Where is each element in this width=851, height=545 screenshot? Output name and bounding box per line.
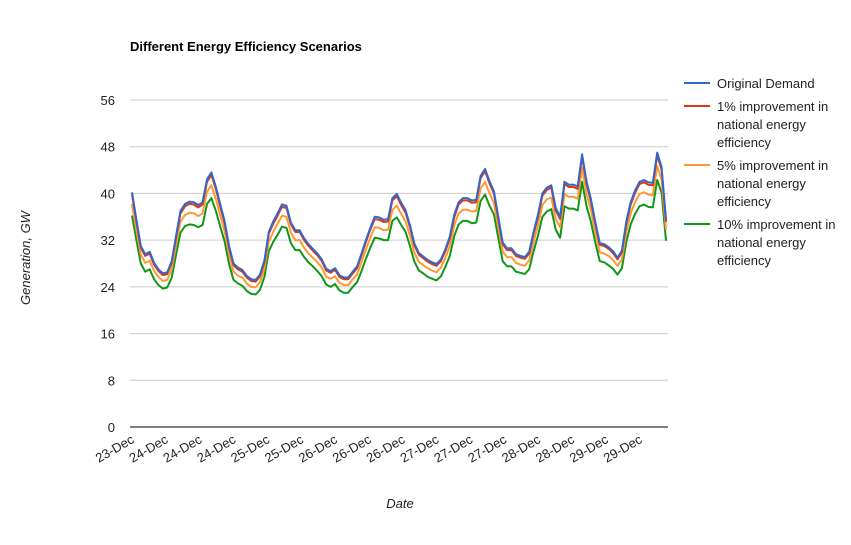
series-lines: [131, 151, 667, 296]
y-axis-ticks: 0 8 16 24 32 40 48 56: [101, 93, 115, 435]
y-tick-label: 32: [101, 233, 115, 248]
y-tick-label: 16: [101, 327, 115, 342]
series-line-1: [131, 151, 667, 281]
y-tick-label: 8: [108, 373, 115, 388]
gridlines: [130, 99, 668, 428]
x-tick-label: 29-Dec: [601, 431, 645, 465]
y-tick-label: 48: [101, 140, 115, 155]
legend-label: 10% improvement in: [717, 217, 836, 232]
series-line-3: [131, 165, 667, 289]
x-axis-label: Date: [386, 496, 413, 511]
legend-label: national energy: [717, 235, 806, 250]
legend-label: 1% improvement in: [717, 99, 828, 114]
legend-label: national energy: [717, 176, 806, 191]
x-axis-ticks: 23-Dec24-Dec24-Dec24-Dec25-Dec25-Dec26-D…: [93, 431, 645, 465]
series-line-4: [131, 179, 667, 296]
legend-label: efficiency: [717, 135, 771, 150]
y-tick-label: 24: [101, 280, 115, 295]
y-axis-label: Generation, GW: [18, 209, 33, 305]
legend-label: Original Demand: [717, 76, 815, 91]
legend-label: efficiency: [717, 253, 771, 268]
legend-label: 5% improvement in: [717, 158, 828, 173]
chart-title: Different Energy Efficiency Scenarios: [130, 39, 362, 54]
y-tick-label: 40: [101, 186, 115, 201]
legend: Original Demand 1% improvement in national…: [684, 76, 836, 268]
y-tick-label: 56: [101, 93, 115, 108]
legend-label: efficiency: [717, 194, 771, 209]
y-tick-label: 0: [108, 420, 115, 435]
legend-label: national energy: [717, 117, 806, 132]
